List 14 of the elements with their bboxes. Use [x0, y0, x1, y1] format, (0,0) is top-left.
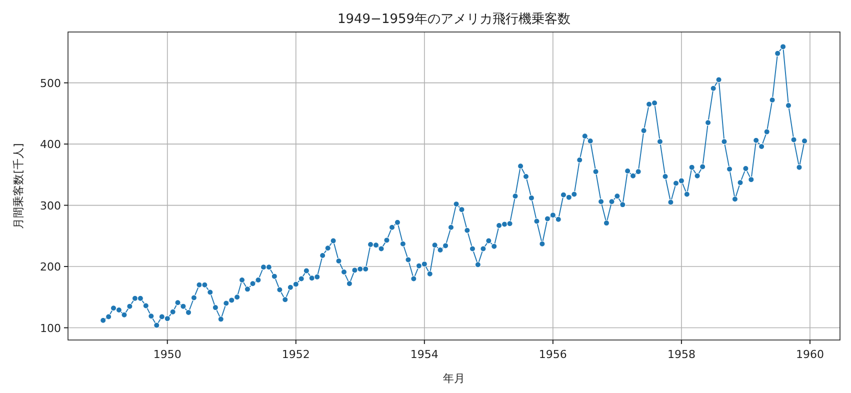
x-tick-label: 1950 — [153, 348, 182, 361]
y-tick-label: 500 — [40, 76, 61, 90]
x-tick-label: 1956 — [538, 348, 567, 361]
x-tick-label: 1952 — [282, 348, 310, 361]
x-tick-label: 1960 — [796, 348, 824, 361]
chart-title: 1949−1959年のアメリカ飛行機乗客数 — [337, 11, 571, 27]
x-axis-title: 年月 — [443, 372, 465, 385]
y-tick-label: 300 — [40, 199, 61, 212]
y-axis-title: 月間乗客数[千人] — [12, 143, 25, 229]
x-tick-label: 1958 — [667, 348, 696, 361]
y-tick-label: 200 — [40, 260, 61, 274]
y-tick-label: 100 — [40, 322, 61, 335]
x-tick-label: 1954 — [410, 348, 438, 361]
y-tick-label: 400 — [40, 138, 61, 152]
